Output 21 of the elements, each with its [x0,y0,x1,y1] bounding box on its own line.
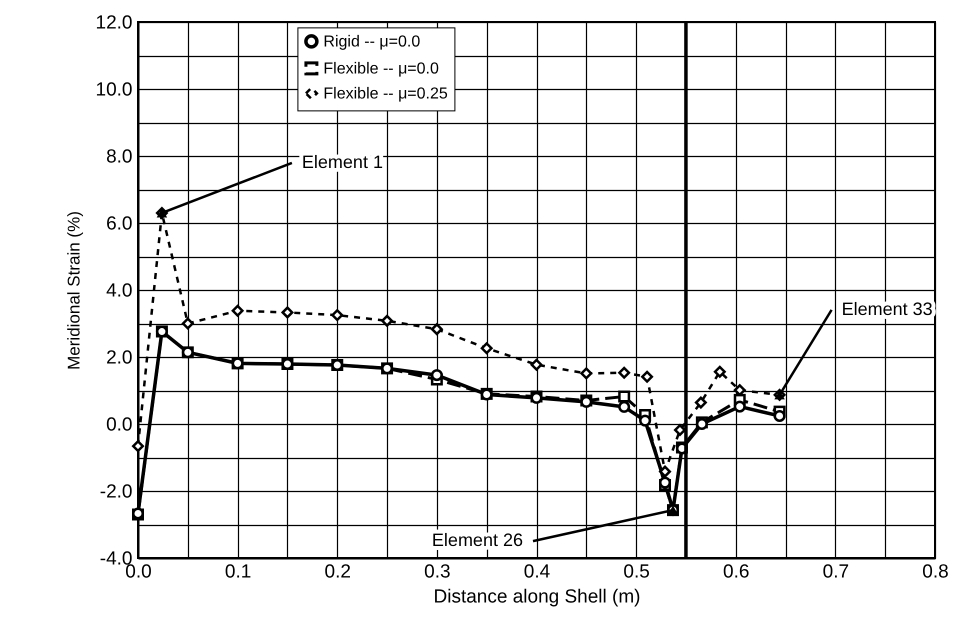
x-axis-title: Distance along Shell (m) [434,586,640,608]
x-tick-label: 0.6 [723,562,750,582]
legend-label: Flexible -- μ=0.0 [323,60,439,78]
y-tick-label: 8.0 [106,146,132,168]
y-tick-label: 6.0 [106,214,132,234]
x-tick-label: 0.1 [224,562,252,582]
x-tick-label: 0.5 [623,562,650,582]
legend-label: Rigid -- μ=0.0 [323,33,420,50]
y-tick-label: 10.0 [96,80,132,100]
legend-label: Flexible -- μ=0.25 [323,85,448,102]
x-tick-label: 0.3 [424,562,451,582]
y-axis-title: Meridional Strain (%) [64,211,84,370]
y-tick-label: 4.0 [106,280,132,302]
y-tick-label: 0.0 [106,414,132,436]
x-tick-label: 0.7 [822,562,850,582]
x-tick-label: 0.8 [922,562,949,582]
x-tick-label: 0.2 [324,562,351,582]
y-tick-label: 2.0 [106,348,132,368]
x-tick-label: 0.4 [524,562,551,582]
y-tick-label: -2.0 [100,482,132,502]
y-tick-label: 12.0 [96,12,132,34]
